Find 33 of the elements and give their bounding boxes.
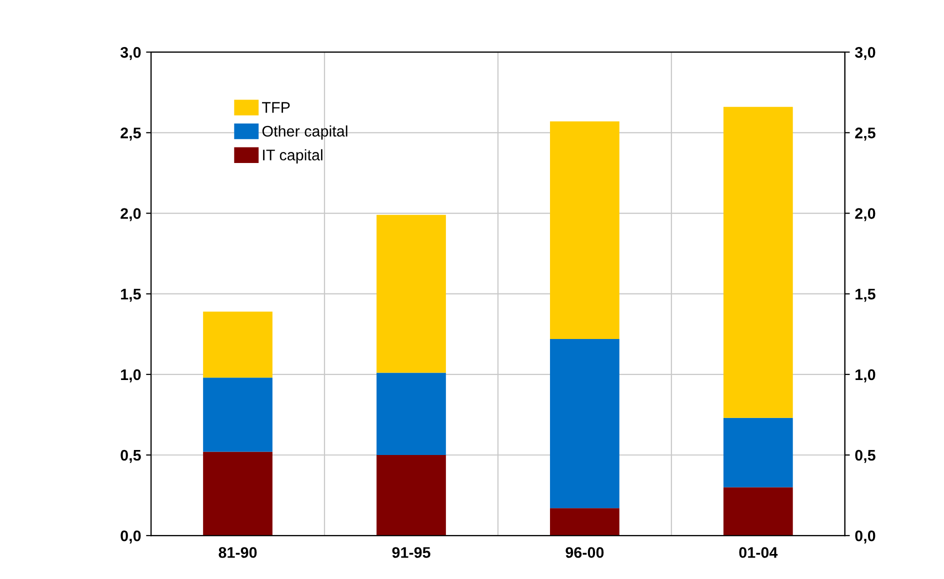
x-tick-label: 81-90	[218, 547, 257, 558]
y-tick-label: 2,0	[120, 208, 141, 222]
y2-tick-label: 3,0	[854, 46, 876, 60]
bar	[550, 121, 620, 339]
bar	[376, 372, 446, 455]
y-tick-label: 3,0	[120, 46, 141, 60]
y2-tick-label: 2,0	[855, 208, 876, 222]
bar	[376, 454, 446, 536]
bar	[550, 338, 620, 508]
y2-tick-label: 1,0	[856, 369, 876, 382]
bar	[203, 312, 272, 378]
bar	[376, 214, 446, 373]
y2-tick-label: 0,5	[855, 450, 876, 463]
y-tick-label: 1,5	[121, 288, 141, 302]
y-tick-label: 1,0	[121, 369, 141, 382]
y2-tick-label: 0,0	[855, 530, 876, 544]
y2-tick-label: 2,5	[855, 128, 876, 141]
y2-tick-label: 1,5	[856, 288, 876, 302]
bar	[550, 508, 620, 536]
bar	[203, 378, 272, 452]
bar	[723, 106, 793, 418]
x-tick-label: 91-95	[392, 547, 430, 558]
legend-label: IT capital	[263, 149, 322, 164]
y-tick-label: 0,5	[120, 450, 141, 463]
legend-label: Other capital	[262, 125, 348, 140]
y-tick-label: 0,0	[120, 530, 141, 544]
y-tick-label: 2,5	[120, 128, 141, 141]
bar	[723, 487, 793, 536]
x-tick-label: 01-04	[739, 547, 778, 558]
bar	[203, 452, 272, 536]
legend-label: TFP	[262, 102, 290, 113]
x-tick-label: 96-00	[566, 547, 604, 558]
bar	[723, 418, 793, 488]
